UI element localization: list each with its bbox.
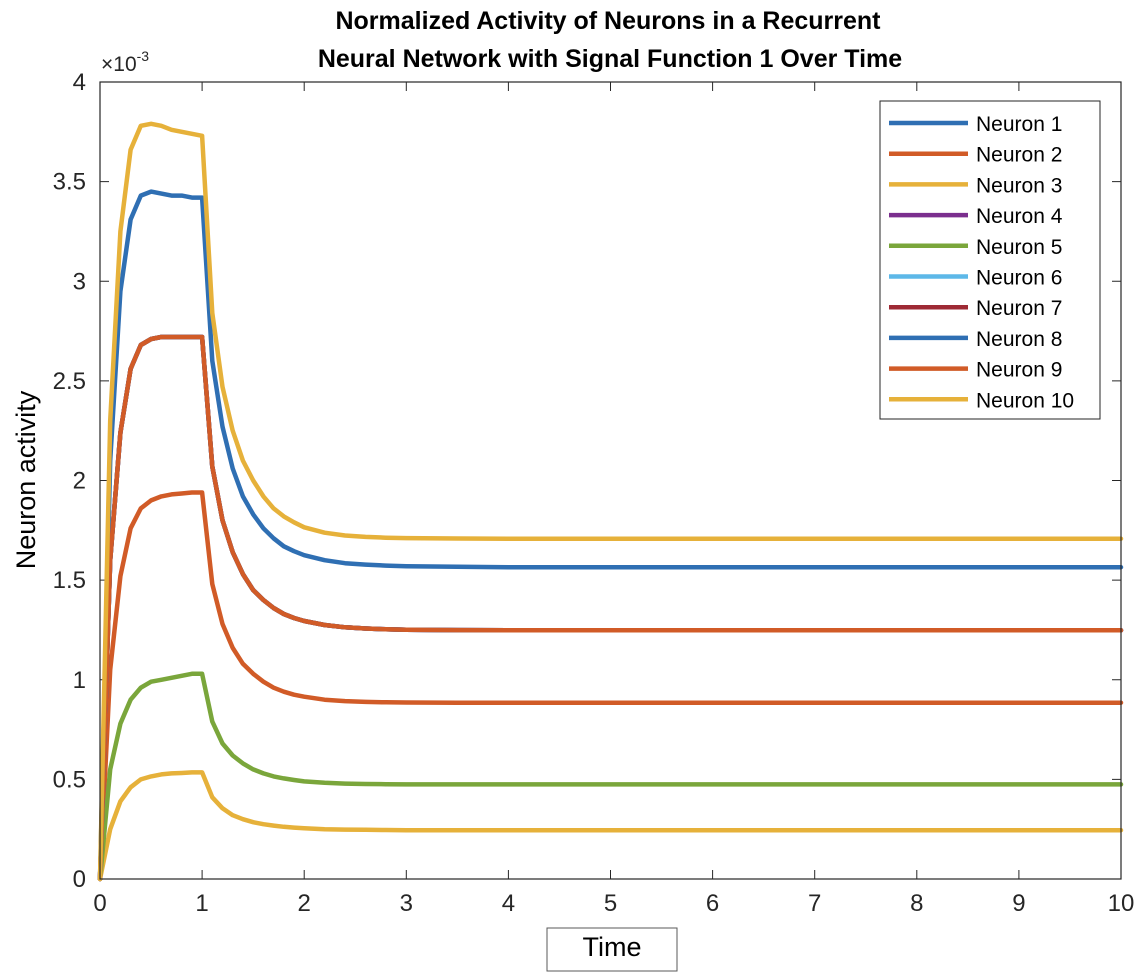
x-tick-label: 2 — [298, 890, 311, 917]
legend-item-neuron-4: Neuron 4 — [889, 205, 1063, 228]
x-tick-label: 7 — [808, 890, 821, 917]
legend-item-neuron-8: Neuron 8 — [889, 328, 1062, 351]
x-tick-label: 3 — [400, 890, 413, 917]
x-tick-label: 6 — [706, 890, 719, 917]
x-tick-label: 9 — [1012, 890, 1025, 917]
legend-label: Neuron 2 — [976, 144, 1062, 167]
legend-label: Neuron 5 — [976, 236, 1062, 259]
legend-item-neuron-7: Neuron 7 — [889, 297, 1062, 320]
legend-item-neuron-10: Neuron 10 — [889, 389, 1074, 412]
x-tick-label: 0 — [93, 890, 106, 917]
y-tick-label: 0.5 — [53, 766, 86, 793]
plot-area-frame — [99, 81, 1122, 880]
legend-item-neuron-6: Neuron 6 — [889, 267, 1062, 290]
legend-label: Neuron 8 — [976, 328, 1062, 351]
x-tick-labels: 0 1 2 3 4 5 6 7 8 9 10 — [93, 890, 1134, 917]
y-tick-label: 0 — [73, 866, 86, 893]
y-tick-label: 3 — [73, 268, 86, 295]
legend-label: Neuron 4 — [976, 205, 1063, 228]
legend-label: Neuron 9 — [976, 359, 1062, 382]
chart-title-line-2: Neural Network with Signal Function 1 Ov… — [318, 45, 902, 73]
legend-items: Neuron 1 Neuron 2 Neuron 3 Neuron 4 Neuron 5… — [889, 113, 1074, 412]
y-tick-label: 3.5 — [53, 169, 86, 196]
legend-label: Neuron 3 — [976, 174, 1062, 197]
x-axis-label-box — [546, 927, 678, 972]
series-line-neuron-9 — [97, 334, 1124, 882]
x-axis-label: Time — [583, 932, 642, 962]
legend-item-neuron-1: Neuron 1 — [889, 113, 1062, 136]
series-line-neuron-3 — [97, 770, 1124, 882]
x-tick-label: 10 — [1108, 890, 1135, 917]
y-tick-label: 2.5 — [53, 368, 86, 395]
series-line-neuron-1 — [97, 189, 1124, 882]
legend-item-neuron-5: Neuron 5 — [889, 236, 1062, 259]
y-tick-label: 1.5 — [53, 567, 86, 594]
x-tick-label: 1 — [195, 890, 208, 917]
legend-item-neuron-2: Neuron 2 — [889, 144, 1062, 167]
series-line-neuron-2 — [97, 490, 1124, 882]
x-tick-label: 4 — [502, 890, 515, 917]
y-axis-exponent-power: -3 — [137, 48, 150, 64]
legend-label: Neuron 6 — [976, 267, 1062, 290]
chart-title-line-1: Normalized Activity of Neurons in a Recu… — [335, 7, 881, 35]
y-tick-label: 1 — [73, 667, 86, 694]
y-axis-label: Neuron activity — [11, 390, 41, 569]
legend-item-neuron-3: Neuron 3 — [889, 174, 1062, 197]
legend-item-neuron-9: Neuron 9 — [889, 359, 1062, 382]
series-lines — [97, 121, 1124, 882]
series-line-neuron-10 — [97, 121, 1124, 882]
y-tick-label: 4 — [73, 69, 86, 96]
legend-label: Neuron 1 — [976, 113, 1062, 136]
y-tick-label: 2 — [73, 468, 86, 495]
y-axis-exponent-base: ×10 — [101, 53, 137, 76]
y-axis-exponent: ×10-3 — [101, 48, 149, 76]
legend-label: Neuron 10 — [976, 389, 1074, 412]
x-tick-label: 5 — [604, 890, 617, 917]
x-tick-label: 8 — [910, 890, 923, 917]
series-line-neuron-5 — [97, 671, 1124, 882]
legend: Neuron 1 Neuron 2 Neuron 3 Neuron 4 Neuron 5… — [879, 100, 1101, 420]
legend-label: Neuron 7 — [976, 297, 1062, 320]
y-tick-labels: 0 0.5 1 1.5 2 2.5 3 3.5 4 — [53, 69, 86, 893]
